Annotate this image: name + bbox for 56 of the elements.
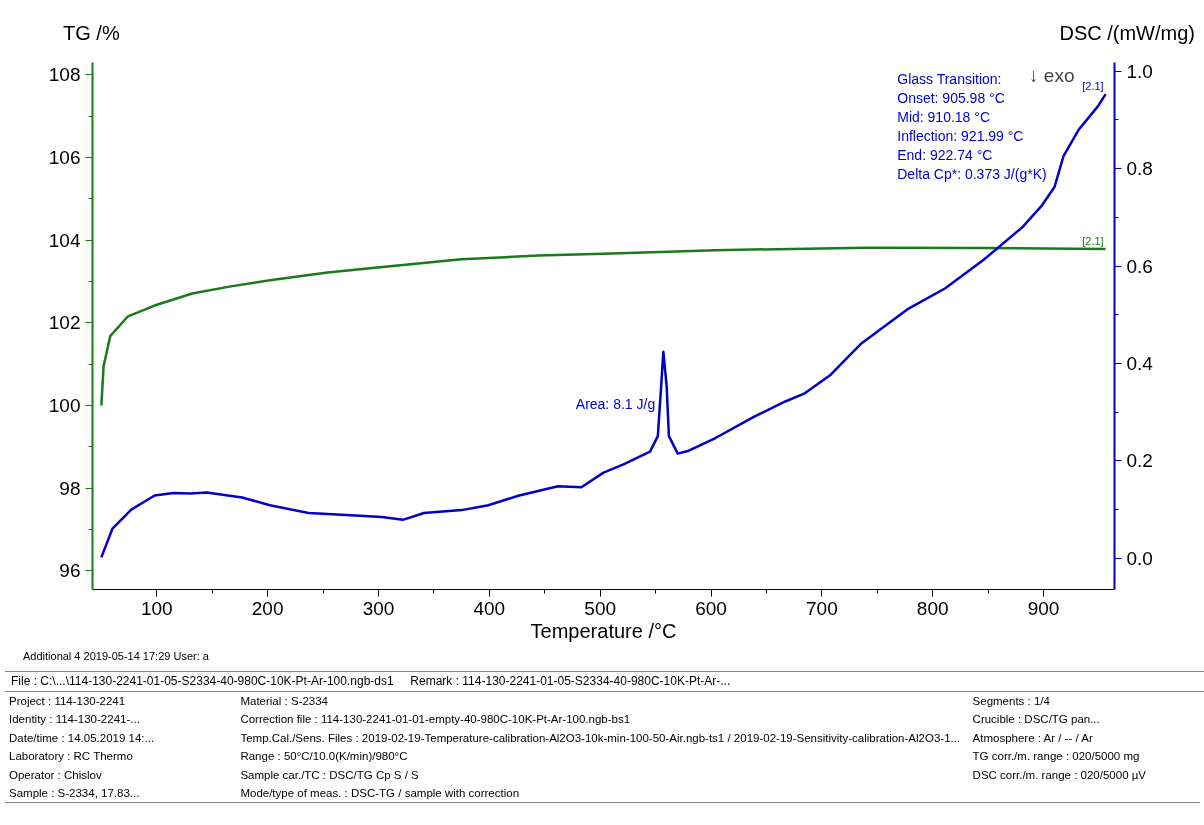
y2-tick-label: 0.2	[1126, 450, 1153, 472]
text: Date/time : 14.05.2019 14:...	[8, 730, 156, 746]
annotation: ↓ exo	[1029, 64, 1075, 86]
text: Remark : 114-130-2241-01-05-S2334-40-980C-10K-Pt-Ar-...	[410, 673, 731, 688]
y2-tick-label: 1.0	[1126, 60, 1153, 82]
annotation: Inflection: 921.99 °C	[897, 127, 1024, 144]
text: Laboratory : RC Thermo	[8, 749, 134, 765]
text: Sample car./TC : DSC/TG Cp S / S	[239, 767, 420, 783]
text: Additional 4 2019-05-14 17:29 User: a	[22, 649, 210, 664]
text: Material : S-2334	[239, 693, 329, 709]
text: Segments : 1/4	[971, 693, 1051, 709]
x-tick-label: 300	[362, 597, 395, 619]
text: Crucible : DSC/TG pan...	[971, 712, 1101, 728]
text: File : C:\...\114-130-2241-01-05-S2334-40-980C-10K-Pt-Ar-100.ngb-ds1	[11, 673, 394, 688]
text: Identity : 114-130-2241-...	[8, 712, 141, 728]
x-tick-label: 700	[806, 597, 838, 619]
annotation: Onset: 905.98 °C	[897, 89, 1005, 106]
x-tick-label: 200	[251, 597, 284, 619]
text: TG corr./m. range : 020/5000 mg	[971, 749, 1141, 765]
series-label: [2.1]	[1082, 234, 1104, 247]
x-tick-label: 900	[1027, 597, 1060, 619]
y2-tick-label: 0.8	[1126, 158, 1153, 180]
text: Operator : Chislov	[8, 767, 103, 783]
y-tick-label: 106	[48, 147, 81, 169]
annotation: Area: 8.1 J/g	[575, 396, 656, 413]
text: Correction file : 114-130-2241-01-01-empty-40-980C-10K-Pt-Ar-100.ngb-bs1	[239, 712, 632, 728]
y2-tick-label: 0.6	[1126, 255, 1153, 277]
text: Mode/type of meas. : DSC-TG / sample with correction	[239, 785, 521, 801]
y-tick-label: 98	[59, 477, 81, 499]
series-label: [2.1]	[1082, 80, 1104, 93]
y-tick-label: 96	[59, 560, 81, 582]
x-tick-label: 400	[473, 597, 506, 619]
text: Temp.Cal./Sens. Files : 2019-02-19-Temperature-calibration-Al2O3-10k-min-100-50-Air.ngb-ts1 / 2019-02-19-Sensitivity-calibration-Al2O3-1...	[239, 730, 962, 746]
x-tick-label: 600	[695, 597, 727, 619]
x-axis-title: Temperature /°C	[530, 619, 677, 642]
y-axis-title: TG /%	[63, 21, 120, 46]
x-tick-label: 500	[584, 597, 617, 619]
x-tick-label: 800	[916, 597, 949, 619]
line-series	[100, 92, 1107, 559]
y2-tick-label: 0.4	[1126, 353, 1154, 374]
annotation: Mid: 910.18 °C	[897, 108, 991, 125]
text: DSC corr./m. range : 020/5000 µV	[971, 767, 1148, 783]
x-tick-label: 100	[140, 597, 173, 619]
annotation: Delta Cp*: 0.373 J/(g*K)	[897, 165, 1047, 182]
text: Project : 114-130-2241	[8, 693, 127, 709]
text: Range : 50°C/10.0(K/min)/980°C	[239, 749, 409, 765]
y2-tick-label: 0.0	[1126, 547, 1153, 569]
text: Sample : S-2334, 17.83...	[8, 785, 141, 801]
y-tick-label: 102	[48, 312, 81, 334]
y-tick-label: 100	[48, 395, 81, 417]
annotation: Glass Transition:	[897, 70, 1002, 87]
y-tick-label: 108	[48, 64, 81, 86]
annotation: End: 922.74 °C	[897, 146, 993, 163]
y-tick-label: 104	[48, 229, 81, 251]
text: Atmosphere : Ar / -- / Ar	[971, 730, 1094, 746]
y2-axis-title: DSC /(mW/mg)	[1059, 21, 1195, 46]
